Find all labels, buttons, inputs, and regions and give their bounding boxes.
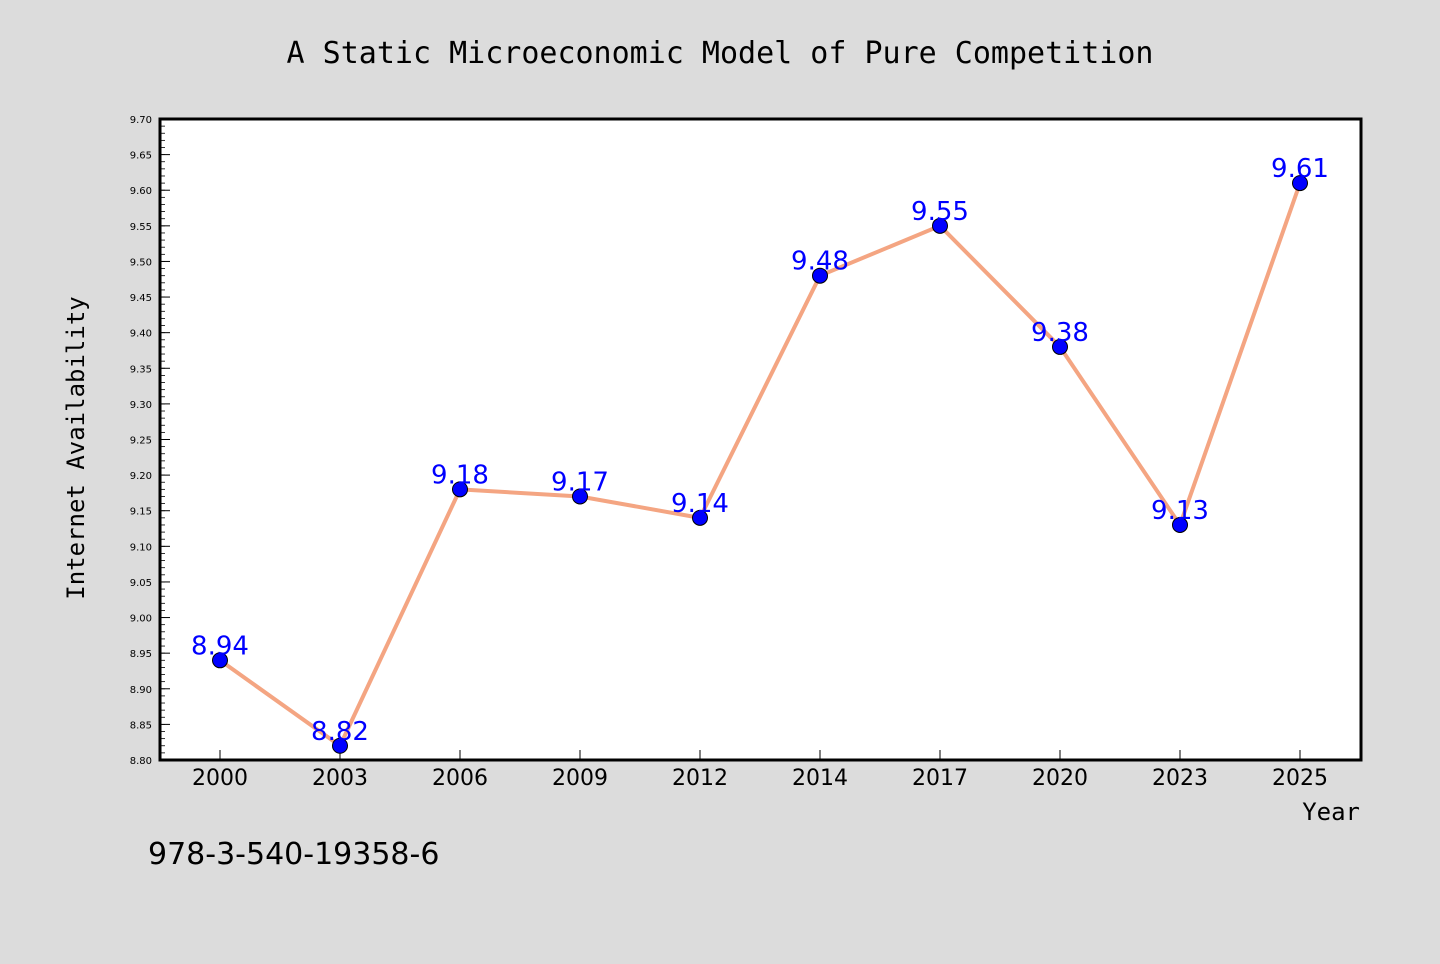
data-point [212,652,228,669]
data-label: 9.61 [1271,154,1329,184]
y-tick-label: 9.10 [130,542,152,553]
chart-title: A Static Microeconomic Model of Pure Com… [287,36,1154,71]
y-tick-label: 9.35 [130,364,152,375]
data-point [692,509,708,526]
y-axis-label: Internet Availability [62,296,90,599]
y-tick-label: 9.65 [130,151,152,162]
y-tick-label: 9.50 [130,257,152,268]
y-tick-label: 9.15 [130,507,152,518]
x-tick-label: 2020 [1032,766,1088,791]
data-point [1052,338,1068,355]
data-label: 9.48 [791,247,849,277]
x-tick-label: 2012 [672,766,728,791]
y-tick-label: 9.45 [130,293,152,304]
y-tick-label: 9.60 [130,186,152,197]
y-tick-label: 8.95 [130,649,152,660]
x-tick-label: 2023 [1152,766,1208,791]
x-axis: 2000 2003 2006 2009 2012 2014 2017 2020 2023 2025 [192,750,1328,791]
data-point [332,737,348,754]
data-label: 8.94 [191,631,249,661]
x-tick-label: 2025 [1272,766,1328,791]
data-label: 9.18 [431,460,489,490]
x-tick-label: 2006 [432,766,488,791]
data-label: 9.14 [671,489,729,519]
x-tick-label: 2000 [192,766,248,791]
y-tick-label: 8.80 [130,756,152,767]
y-tick-label: 9.40 [130,329,152,340]
data-point [572,488,588,505]
x-tick-label: 2017 [912,766,968,791]
y-axis: 8.80 8.85 8.90 8.95 9.00 9.05 9.10 9.15 9.20 9.25… [130,115,170,767]
y-tick-label: 9.05 [130,578,152,589]
data-point [1292,175,1308,192]
y-tick-label: 8.90 [130,685,152,696]
footnote: 978-3-540-19358-6 [148,837,439,872]
y-tick-label: 9.70 [130,115,152,126]
data-label-layer: 8.94 8.82 9.18 9.17 9.14 9.48 9.55 9.38 9.13 9.61 [191,154,1329,747]
x-tick-label: 2014 [792,766,848,791]
plot-area [158,117,1363,762]
data-label: 9.55 [911,197,969,227]
series-line [218,181,1302,748]
data-point [452,481,468,498]
data-point [1172,516,1188,533]
y-tick-label: 9.55 [130,222,152,233]
data-point [812,267,828,284]
x-axis-label: Year [1302,798,1360,826]
y-tick-label: 9.00 [130,614,152,625]
x-tick-label: 2009 [552,766,608,791]
data-label: 8.82 [311,717,369,747]
data-label: 9.17 [551,467,609,497]
y-tick-label: 9.25 [130,436,152,447]
series-layer [212,175,1308,754]
data-label: 9.38 [1031,318,1089,348]
data-point [932,217,948,234]
x-tick-label: 2003 [312,766,368,791]
y-tick-label: 9.30 [130,400,152,411]
y-tick-label: 8.85 [130,720,152,731]
y-tick-label: 9.20 [130,471,152,482]
data-label: 9.13 [1151,496,1209,526]
